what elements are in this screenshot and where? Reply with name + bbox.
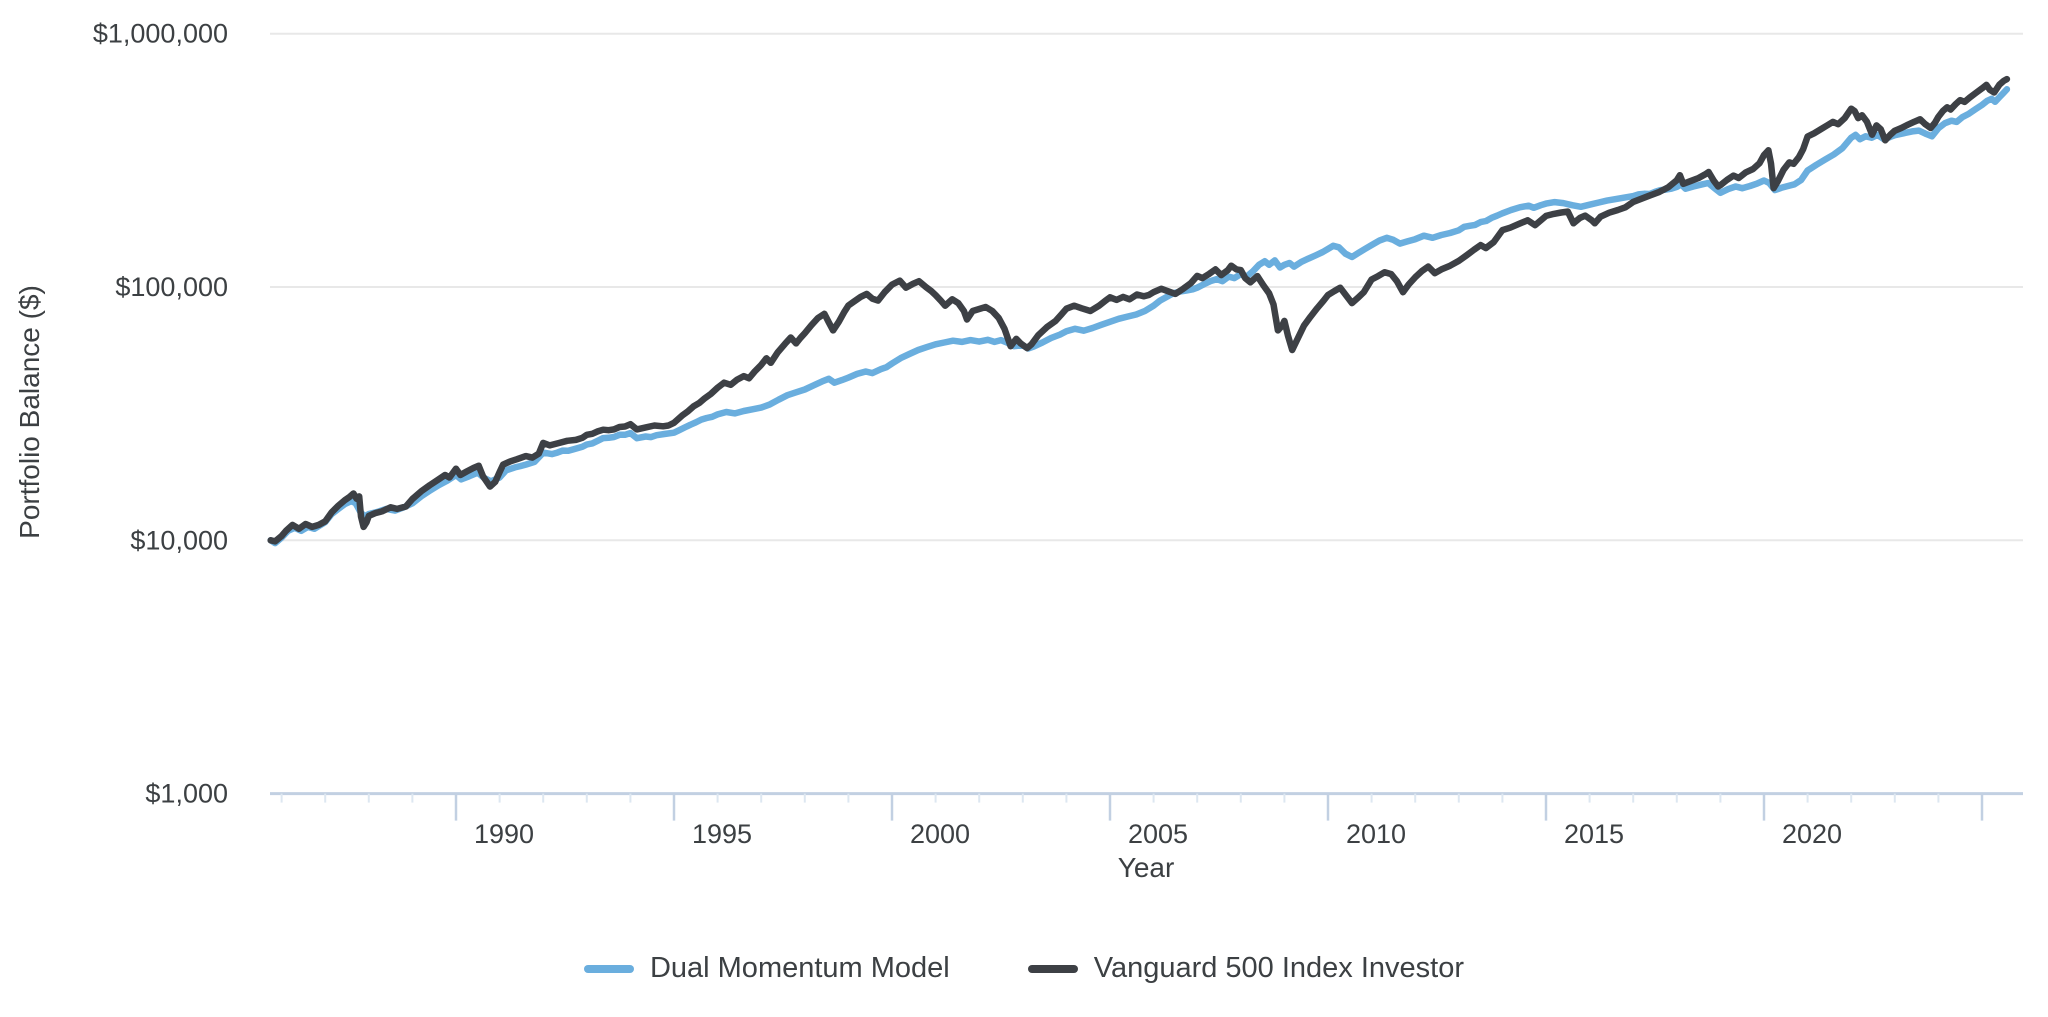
x-axis-title: Year <box>1117 852 1175 883</box>
x-tick-label: 2010 <box>1346 819 1406 849</box>
x-tick-label: 2000 <box>910 819 970 849</box>
legend-label-vanguard-500: Vanguard 500 Index Investor <box>1093 952 1465 984</box>
legend-swatch-vanguard-500-icon <box>1027 964 1078 973</box>
legend-item-vanguard-500[interactable]: Vanguard 500 Index Investor <box>1027 952 1465 985</box>
y-tick-label: $1,000 <box>145 779 228 809</box>
x-tick-label: 1995 <box>692 819 752 849</box>
x-tick-label: 2015 <box>1564 819 1624 849</box>
legend-label-dual-momentum: Dual Momentum Model <box>649 952 950 984</box>
series-line-dual-momentum[interactable] <box>267 86 2011 547</box>
legend-swatch-dual-momentum-icon <box>583 964 634 973</box>
series-line-vanguard-500[interactable] <box>267 75 2011 545</box>
y-tick-label: $100,000 <box>115 272 228 302</box>
x-tick-label: 2005 <box>1128 819 1188 849</box>
y-axis-title: Portfolio Balance ($) <box>14 285 45 539</box>
x-tick-label: 2020 <box>1782 819 1842 849</box>
y-tick-label: $10,000 <box>130 525 228 555</box>
x-tick-label: 1990 <box>474 819 534 849</box>
y-tick-label: $1,000,000 <box>93 19 228 49</box>
chart-legend: Dual Momentum Model Vanguard 500 Index I… <box>0 952 2048 985</box>
legend-item-dual-momentum[interactable]: Dual Momentum Model <box>583 952 950 985</box>
